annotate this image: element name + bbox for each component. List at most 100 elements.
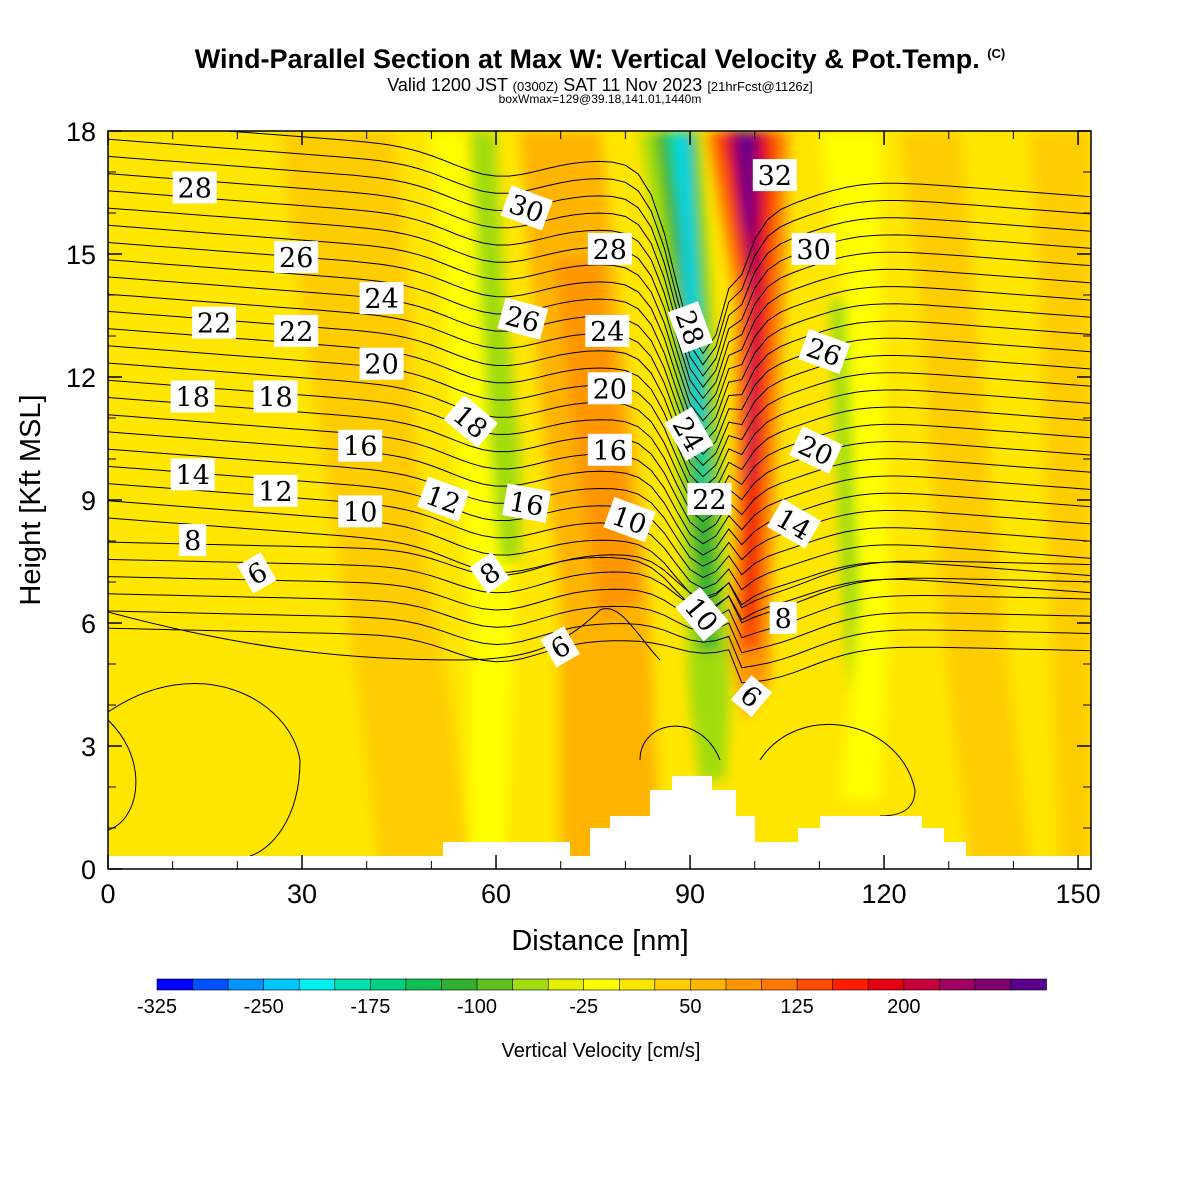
isentrope-low-left-inner (108, 719, 137, 831)
contour-label: 22 (192, 306, 237, 340)
y-tick-label: 0 (81, 855, 96, 885)
isentrope-right-bump (759, 724, 916, 817)
potential-temperature-contours (108, 131, 1091, 857)
contour-label: 30 (791, 232, 836, 266)
axes: 0 30 60 90 120 150 0 3 6 9 12 15 18 (66, 117, 1101, 909)
svg-text:20: 20 (364, 350, 398, 381)
contour-label: 22 (274, 314, 319, 348)
y-tick-label: 12 (66, 363, 96, 393)
colorbar-swatch (938, 978, 976, 991)
contour-label: 8 (769, 601, 797, 635)
colorbar: -325 -250 -175 -100 -25 50 125 200 (137, 978, 1047, 1018)
svg-text:32: 32 (758, 161, 792, 192)
colorbar-tick-label: -25 (569, 996, 598, 1018)
colorbar-label: Vertical Velocity [cm/s] (502, 1040, 701, 1062)
colorbar-swatch (832, 978, 869, 991)
colorbar-swatch (618, 978, 656, 991)
isentrope-line (108, 259, 1091, 444)
contour-label: 20 (359, 347, 404, 381)
isentrope-line (108, 242, 1091, 433)
x-tick-label: 120 (862, 879, 907, 909)
svg-text:14: 14 (176, 460, 210, 491)
contour-label: 12 (253, 474, 298, 508)
isentrope-line (108, 138, 1091, 366)
svg-text:30: 30 (796, 235, 830, 266)
colorbar-swatch (690, 978, 727, 991)
x-tick-label: 0 (100, 879, 115, 909)
isentrope-line (108, 448, 1091, 567)
isentrope-low-left (108, 683, 301, 857)
contour-label: 14 (170, 458, 215, 491)
contour-label: 20 (587, 372, 632, 405)
colorbar-swatch (867, 978, 905, 991)
colorbar-swatch (796, 978, 834, 991)
y-tick-label: 9 (81, 486, 96, 516)
svg-text:8: 8 (184, 526, 201, 557)
contour-label: 28 (587, 232, 632, 266)
colorbar-swatch (405, 978, 443, 991)
contour-label: 32 (752, 159, 797, 192)
chart-title: Wind-Parallel Section at Max W: Vertical… (194, 44, 1006, 74)
svg-text:16: 16 (593, 436, 627, 467)
colorbar-tick-label: 200 (887, 996, 920, 1018)
svg-text:18: 18 (176, 383, 210, 414)
svg-text:18: 18 (258, 383, 292, 414)
isentrope-bump (639, 725, 721, 761)
colorbar-swatch (334, 978, 372, 991)
isentrope-line (108, 593, 1091, 654)
colorbar-tick-label: -100 (457, 996, 497, 1018)
contour-label: 8 (179, 524, 207, 557)
colorbar-swatch (547, 978, 585, 991)
svg-text:24: 24 (590, 317, 624, 348)
valid-time: Valid 1200 JST (0300Z) SAT 11 Nov 2023 [… (387, 75, 813, 95)
colorbar-swatch (192, 978, 230, 991)
y-tick-label: 15 (66, 240, 96, 270)
box-info: boxWmax=129@39.18,141.01,1440m (498, 92, 702, 106)
contour-label: 16 (587, 433, 632, 467)
colorbar-swatch (761, 978, 798, 991)
svg-text:10: 10 (343, 497, 377, 528)
svg-text:26: 26 (279, 243, 313, 274)
colorbar-swatch (227, 978, 265, 991)
x-axis-label: Distance [nm] (511, 925, 688, 957)
isentrope-line (108, 500, 1091, 606)
contour-label: 28 (172, 171, 217, 204)
isentrope-line (108, 328, 1091, 489)
colorbar-swatch (583, 978, 621, 991)
colorbar-swatch (512, 978, 549, 991)
isentrope-line (108, 431, 1091, 556)
contour-label: 16 (502, 483, 552, 523)
contour-label: 16 (338, 429, 383, 463)
contour-label: 24 (359, 282, 404, 315)
y-tick-label: 18 (66, 117, 96, 147)
svg-text:16: 16 (507, 486, 546, 522)
isentrope-line (108, 627, 1091, 684)
colorbar-tick-label: -175 (350, 996, 390, 1018)
contour-label: 24 (585, 314, 630, 348)
isentrope-line (108, 541, 1091, 609)
colorbar-swatch (654, 978, 692, 991)
svg-text:8: 8 (775, 604, 792, 635)
colorbar-swatch (974, 978, 1012, 991)
colorbar-swatch (441, 978, 478, 991)
svg-text:22: 22 (279, 317, 313, 348)
isentrope-line (108, 310, 1091, 478)
isentrope-line (108, 610, 1091, 669)
colorbar-tick-label: -325 (137, 996, 177, 1018)
svg-text:24: 24 (364, 284, 398, 315)
svg-text:22: 22 (197, 309, 231, 340)
isentrope-line (108, 155, 1091, 377)
y-tick-label: 6 (81, 609, 96, 639)
y-axis-label: Height [Kft MSL] (15, 394, 47, 605)
x-tick-label: 90 (675, 879, 705, 909)
colorbar-swatch (903, 978, 941, 991)
isentrope-6 (108, 607, 661, 661)
contour-label: 26 (274, 241, 319, 274)
svg-text:28: 28 (593, 235, 627, 266)
x-tick-label: 60 (481, 879, 511, 909)
colorbar-tick-label: 50 (679, 996, 701, 1018)
colorbar-swatch (1010, 978, 1047, 991)
